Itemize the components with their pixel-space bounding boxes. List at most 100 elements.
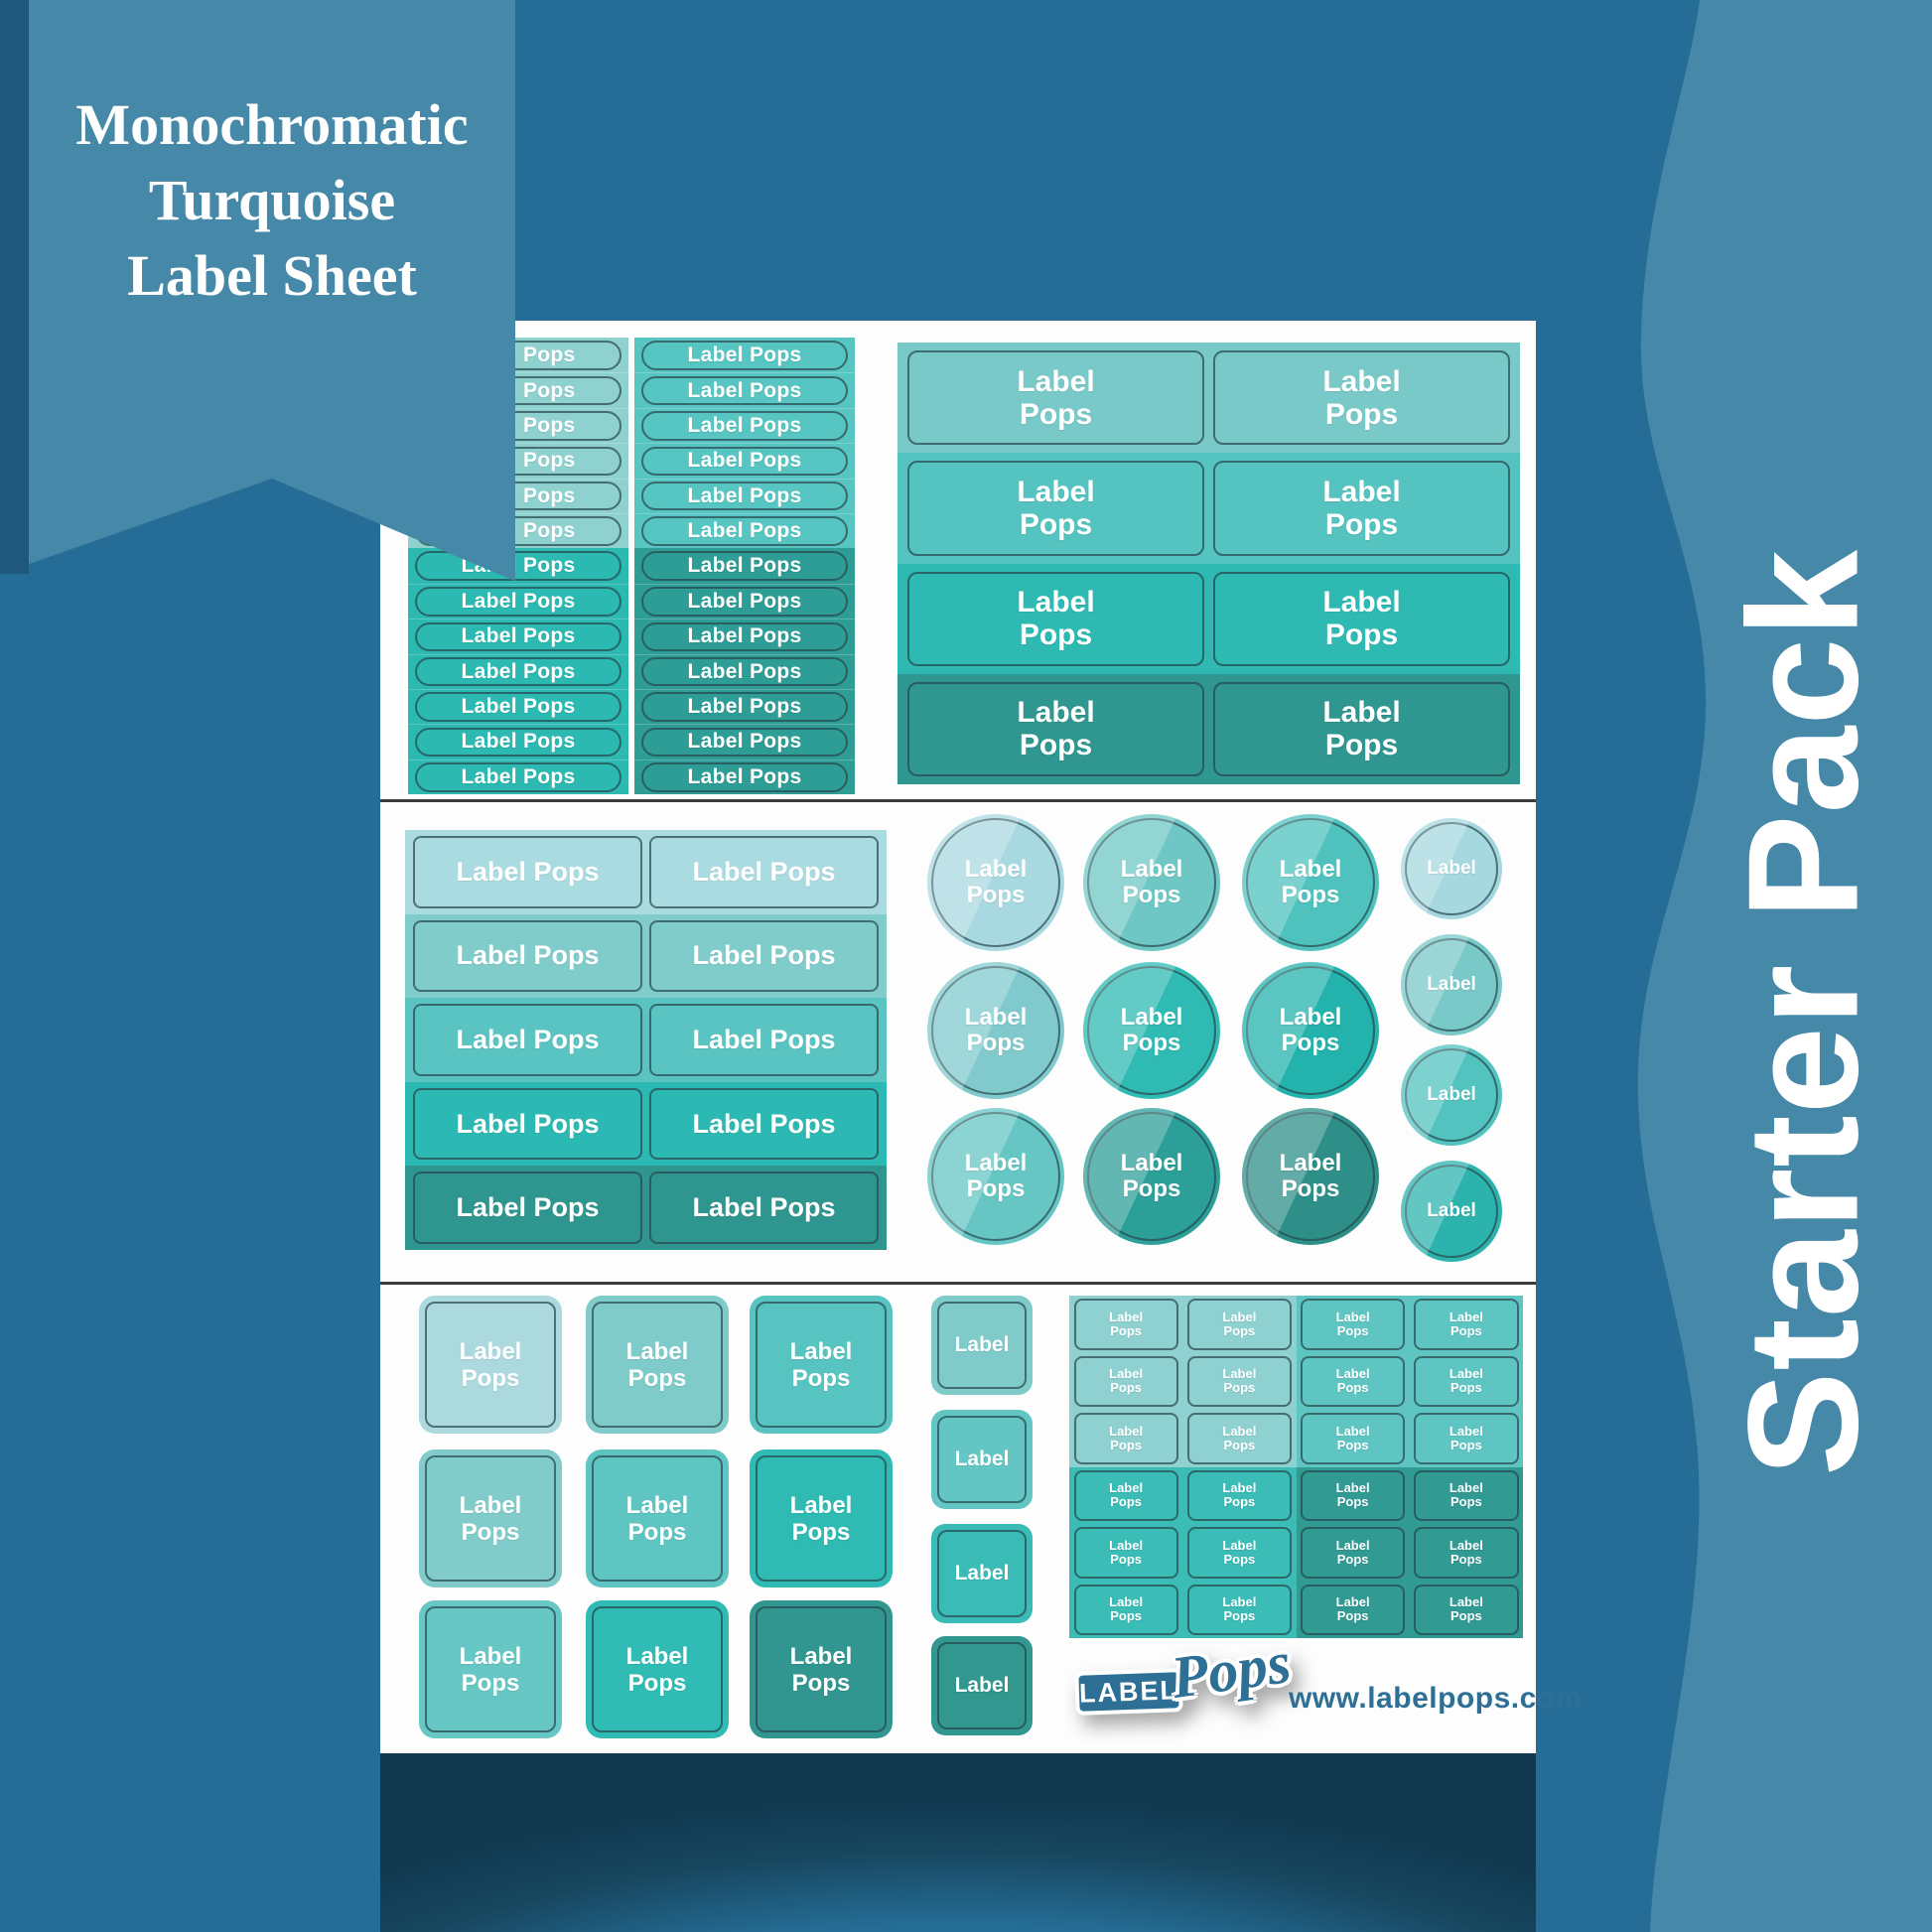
wave-path	[1637, 0, 1932, 1932]
sticker-text: Pops	[1336, 1551, 1369, 1567]
sticker-text: Label	[459, 1491, 522, 1519]
sticker-pill: Label Pops	[641, 587, 848, 617]
sticker-text: Label Pops	[687, 695, 802, 719]
sticker-pill-row: Label Pops	[634, 548, 855, 583]
sticker-mini: Label Pops	[1073, 1527, 1178, 1579]
mini-grid-cell: Label Pops	[1069, 1410, 1183, 1467]
mini-grid-cell: Label Pops	[1409, 1524, 1523, 1582]
sticker-text: Label Pops	[461, 695, 576, 719]
sticker-text: Pops	[1223, 1437, 1256, 1452]
sticker-text: Label	[1322, 586, 1401, 620]
sticker-text: Label	[1279, 856, 1342, 883]
rect-row-block: Label Pops Label Pops	[897, 673, 1520, 784]
sticker-text: Label	[1449, 1537, 1483, 1553]
mini-grid-cell: Label Pops	[1182, 1466, 1297, 1524]
sticker-pill: Label Pops	[641, 446, 848, 477]
mini-grid-cell: Label Pops	[1069, 1296, 1183, 1353]
sticker-square-large: Label Pops	[419, 1449, 562, 1587]
mini-grid-cell: Label Pops	[1069, 1352, 1183, 1410]
sticker-text: Label	[1222, 1537, 1257, 1553]
rect-row-block: Label Pops Label Pops	[405, 998, 887, 1082]
sticker-text: Label	[459, 1337, 522, 1365]
sticker-circle-large: Label Pops	[1083, 962, 1220, 1099]
sticker-text: Label	[954, 1674, 1010, 1697]
mini-grid-cell: Label Pops	[1182, 1296, 1297, 1353]
pill-block: Label Pops Label Pops Label Pops Label Pops…	[408, 548, 628, 795]
sticker-text: Label	[459, 1642, 522, 1670]
sticker-text: Label	[1109, 1537, 1144, 1553]
sticker-mini: Label Pops	[1301, 1584, 1406, 1635]
sticker-text: Label Pops	[687, 624, 802, 648]
sticker-text: Label Pops	[687, 659, 802, 683]
sticker-pill: Label Pops	[641, 762, 848, 792]
section-divider-2	[380, 1282, 1536, 1285]
sticker-text: Pops	[1110, 1608, 1143, 1624]
mini-grid-cell: Label Pops	[1296, 1410, 1410, 1467]
sticker-square-small: Label	[931, 1296, 1033, 1395]
sticker-text: Label	[1449, 1366, 1483, 1382]
sticker-text: Label	[1017, 696, 1095, 730]
sticker-pill-row: Label Pops	[634, 759, 855, 794]
sticker-rect-medium: Label Pops	[649, 1004, 879, 1076]
sticker-text: Label	[964, 1150, 1028, 1176]
sticker-text: Label Pops	[687, 413, 802, 437]
sticker-text: Pops	[791, 1669, 851, 1697]
sticker-square-large: Label Pops	[750, 1296, 893, 1434]
sticker-mini: Label Pops	[1301, 1527, 1406, 1579]
sticker-mini: Label Pops	[1186, 1299, 1292, 1350]
sticker-text: Pops	[1449, 1608, 1482, 1624]
mini-grid-cell: Label Pops	[1069, 1524, 1183, 1582]
sticker-text: Pops	[1019, 619, 1093, 652]
sticker-rect-medium: Label Pops	[413, 1172, 642, 1244]
sticker-text: Label	[1222, 1366, 1257, 1382]
sticker-text: Pops	[1281, 1175, 1340, 1202]
sticker-mini: Label Pops	[1414, 1584, 1519, 1635]
sticker-text: Label	[1427, 974, 1476, 995]
sticker-text: Label	[1279, 1150, 1342, 1176]
sticker-text: Pops	[1336, 1494, 1369, 1510]
sticker-text: Label Pops	[687, 589, 802, 613]
sticker-text: Label Pops	[456, 940, 600, 971]
sticker-square-large: Label Pops	[586, 1600, 729, 1738]
sticker-text: Pops	[1110, 1551, 1143, 1567]
sticker-text: Label	[1335, 1594, 1370, 1610]
sticker-mini: Label Pops	[1073, 1413, 1178, 1464]
mini-grid-cell: Label Pops	[1296, 1466, 1410, 1524]
banner-title-line-2: Turquoise	[148, 168, 396, 232]
sticker-pill: Label Pops	[641, 482, 848, 511]
sticker-text: Label	[1335, 1423, 1370, 1439]
sticker-mini: Label Pops	[1301, 1469, 1406, 1521]
sticker-text: Pops	[1336, 1322, 1369, 1338]
sticker-text: Pops	[1110, 1494, 1143, 1510]
banner-title-line-1: Monochromatic	[75, 92, 469, 157]
sticker-circle-large: Label Pops	[1083, 1108, 1220, 1245]
sticker-text: Label	[1222, 1594, 1257, 1610]
sticker-text: Label	[1120, 1150, 1183, 1176]
sticker-mini: Label Pops	[1073, 1584, 1178, 1635]
sticker-pill: Label Pops	[641, 340, 848, 370]
sticker-text: Pops	[1110, 1380, 1143, 1396]
sticker-text: Pops	[1449, 1380, 1482, 1396]
pill-block: Label Pops Label Pops Label Pops Label Pops…	[634, 338, 855, 549]
sticker-text: Label	[1109, 1423, 1144, 1439]
sticker-text: Label	[1322, 696, 1401, 730]
sticker-rect-large: Label Pops	[1213, 350, 1510, 446]
sticker-text: Label Pops	[456, 1108, 600, 1139]
sticker-text: Label	[964, 856, 1028, 883]
sticker-text: Label	[1109, 1480, 1144, 1496]
sticker-square-large: Label Pops	[750, 1449, 893, 1587]
pill-column-2: Label Pops Label Pops Label Pops Label Pops…	[634, 338, 855, 795]
sticker-text: Label Pops	[687, 483, 802, 507]
sticker-text: Pops	[1223, 1551, 1256, 1567]
sticker-text: Label	[789, 1642, 853, 1670]
sticker-text: Label	[789, 1337, 853, 1365]
top-rects: Label Pops Label Pops Label Pops Label Pops Labe…	[897, 343, 1520, 784]
mini-grid-cell: Label Pops	[1409, 1466, 1523, 1524]
sticker-pill-row: Label Pops	[408, 583, 628, 619]
sticker-rect-medium: Label Pops	[413, 919, 642, 993]
sticker-text: Label	[1322, 364, 1401, 398]
sticker-pill-row: Label Pops	[634, 724, 855, 759]
sticker-text: Label	[1449, 1309, 1483, 1324]
